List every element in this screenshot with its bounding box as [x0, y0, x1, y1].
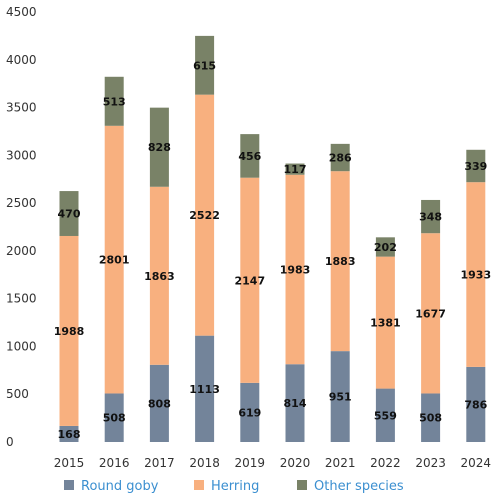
- data-label: 339: [464, 160, 487, 173]
- data-label: 786: [464, 398, 487, 411]
- data-label: 814: [284, 397, 307, 410]
- y-tick-label: 0: [6, 435, 14, 449]
- data-label: 348: [419, 211, 442, 224]
- y-tick-label: 500: [6, 387, 29, 401]
- data-label: 615: [193, 59, 216, 72]
- bar-segment-other-species: [421, 199, 441, 234]
- data-label: 828: [148, 141, 171, 154]
- y-tick-label: 1000: [6, 339, 37, 353]
- x-tick-label: 2016: [99, 456, 130, 470]
- data-label: 1677: [415, 307, 446, 320]
- data-label: 2801: [99, 254, 130, 267]
- bar-segment-round-goby: [330, 351, 350, 442]
- legend-label: Other species: [314, 479, 404, 494]
- data-label: 117: [284, 163, 307, 176]
- data-label: 168: [58, 428, 81, 441]
- bar-segment-herring: [285, 174, 305, 365]
- data-label: 951: [329, 391, 352, 404]
- y-tick-label: 3000: [6, 148, 37, 162]
- data-label: 1933: [460, 269, 491, 282]
- legend-swatch: [64, 480, 74, 490]
- y-tick-label: 2000: [6, 244, 37, 258]
- legend-label: Herring: [211, 479, 259, 494]
- data-label: 286: [329, 152, 352, 165]
- bar-segment-round-goby: [240, 382, 260, 442]
- bar-segment-herring: [466, 182, 486, 367]
- data-label: 1863: [144, 270, 175, 283]
- bar-segment-round-goby: [421, 393, 441, 442]
- data-label: 559: [374, 409, 397, 422]
- data-label: 508: [419, 412, 442, 425]
- x-axis: 2015 2016 2017 2018 2019 2020 2021 2022 2023 2024: [54, 456, 491, 470]
- x-tick-label: 2023: [415, 456, 446, 470]
- x-tick-label: 2019: [235, 456, 266, 470]
- x-tick-label: 2018: [189, 456, 220, 470]
- legend-swatch: [297, 480, 307, 490]
- bar-segment-herring: [421, 233, 441, 394]
- data-label: 513: [103, 95, 126, 108]
- y-tick-label: 1500: [6, 292, 37, 306]
- x-tick-label: 2020: [280, 456, 311, 470]
- bar-segment-round-goby: [104, 393, 124, 442]
- y-tick-label: 2500: [6, 196, 37, 210]
- bar-segment-herring: [104, 125, 124, 394]
- y-tick-label: 4500: [6, 5, 37, 19]
- bar-segment-round-goby: [466, 366, 486, 442]
- bar-segment-round-goby: [149, 364, 169, 442]
- data-label: 1381: [370, 317, 401, 330]
- bar-segment-herring: [330, 171, 350, 352]
- data-label: 808: [148, 397, 171, 410]
- bar-segment-other-species: [59, 191, 79, 236]
- bar-segment-other-species: [375, 237, 395, 257]
- data-label: 456: [238, 150, 261, 163]
- x-tick-label: 2022: [370, 456, 401, 470]
- bar-segment-other-species: [466, 149, 486, 183]
- data-label: 202: [374, 241, 397, 254]
- bar-segment-herring: [59, 235, 79, 426]
- x-tick-label: 2015: [54, 456, 85, 470]
- bar-segment-other-species: [240, 134, 260, 178]
- bar-segment-other-species: [149, 107, 169, 187]
- bar-segment-other-species: [330, 143, 350, 172]
- bar-segment-round-goby: [195, 335, 215, 442]
- data-label: 1983: [280, 263, 311, 276]
- bar-segment-round-goby: [375, 388, 395, 442]
- bar-segment-herring: [240, 177, 260, 383]
- legend-swatch: [194, 480, 204, 490]
- x-tick-label: 2024: [461, 456, 492, 470]
- bar-segment-herring: [149, 186, 169, 365]
- x-tick-label: 2017: [144, 456, 175, 470]
- data-label: 1988: [54, 325, 85, 338]
- data-label: 619: [238, 406, 261, 419]
- legend-label: Round goby: [81, 479, 159, 494]
- y-axis: 0 500 1000 1500 2000 2500 3000 3500 4000 4500: [6, 5, 37, 449]
- data-label: 2522: [189, 209, 220, 222]
- data-label: 1883: [325, 255, 356, 268]
- bar-segment-other-species: [195, 35, 215, 95]
- bar-segment-herring: [375, 256, 395, 389]
- bar-segment-other-species: [285, 163, 305, 175]
- bar-segment-herring: [195, 94, 215, 336]
- y-tick-label: 3500: [6, 101, 37, 115]
- data-label: 1113: [189, 383, 220, 396]
- x-tick-label: 2021: [325, 456, 356, 470]
- bar-segment-other-species: [104, 76, 124, 126]
- data-label: 508: [103, 412, 126, 425]
- legend: Round goby Herring Other species: [64, 479, 404, 494]
- bar-segment-round-goby: [59, 425, 79, 442]
- bar-segment-round-goby: [285, 364, 305, 442]
- data-label: 470: [58, 208, 81, 221]
- y-tick-label: 4000: [6, 53, 37, 67]
- data-label: 2147: [234, 274, 265, 287]
- bars: 168 1988 470 508 2801 513 808 1863 828 1113 2522 61…: [54, 35, 491, 442]
